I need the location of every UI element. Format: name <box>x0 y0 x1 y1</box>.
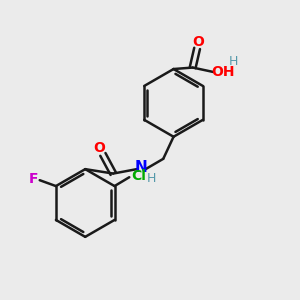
Text: H: H <box>229 55 239 68</box>
Text: O: O <box>193 35 205 49</box>
Text: O: O <box>93 141 105 155</box>
Text: Cl: Cl <box>131 169 146 183</box>
Text: F: F <box>29 172 39 186</box>
Text: H: H <box>147 172 156 185</box>
Text: OH: OH <box>211 65 235 79</box>
Text: N: N <box>135 160 148 175</box>
